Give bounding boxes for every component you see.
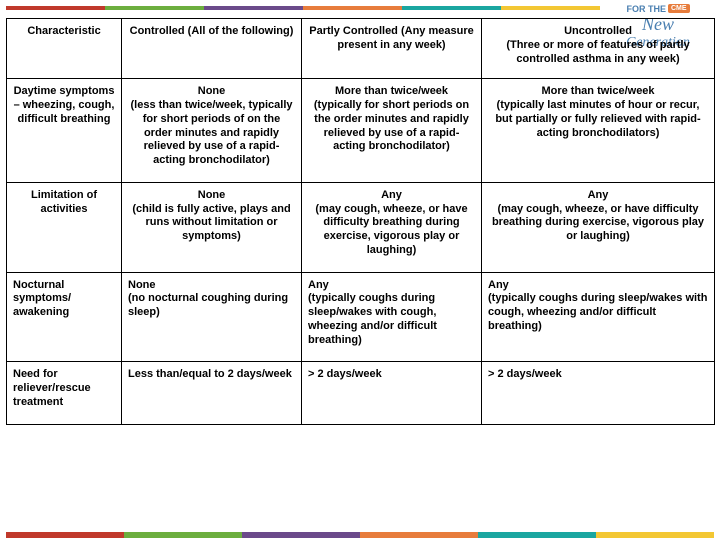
accent-seg bbox=[478, 532, 596, 538]
col-partly-controlled: Partly Controlled (Any measure present i… bbox=[302, 19, 482, 79]
cell: Less than/equal to 2 days/week bbox=[122, 362, 302, 424]
accent-seg bbox=[242, 532, 360, 538]
accent-seg bbox=[303, 6, 402, 10]
row-label: Need for reliever/rescue treatment bbox=[7, 362, 122, 424]
cell: > 2 days/week bbox=[482, 362, 715, 424]
table-row: Daytime symptoms – wheezing, cough, diff… bbox=[7, 79, 715, 183]
accent-seg bbox=[596, 532, 714, 538]
row-label: Limitation of activities bbox=[7, 182, 122, 272]
cell: None(child is fully active, plays and ru… bbox=[122, 182, 302, 272]
table-row: Need for reliever/rescue treatment Less … bbox=[7, 362, 715, 424]
accent-seg bbox=[402, 6, 501, 10]
col-controlled: Controlled (All of the following) bbox=[122, 19, 302, 79]
cell: > 2 days/week bbox=[302, 362, 482, 424]
asthma-control-table: Characteristic Controlled (All of the fo… bbox=[6, 18, 715, 425]
row-label: Nocturnal symptoms/awakening bbox=[7, 272, 122, 362]
table-row: Limitation of activities None(child is f… bbox=[7, 182, 715, 272]
accent-seg bbox=[124, 532, 242, 538]
cell: More than twice/week(typically last minu… bbox=[482, 79, 715, 183]
accent-seg bbox=[360, 532, 478, 538]
cell: Any(may cough, wheeze, or have difficult… bbox=[302, 182, 482, 272]
bottom-accent-bar bbox=[6, 532, 714, 538]
cell: None(no nocturnal coughing during sleep) bbox=[122, 272, 302, 362]
accent-seg bbox=[6, 6, 105, 10]
row-label: Daytime symptoms – wheezing, cough, diff… bbox=[7, 79, 122, 183]
cell: None(less than twice/week, typically for… bbox=[122, 79, 302, 183]
accent-seg bbox=[105, 6, 204, 10]
col-uncontrolled: Uncontrolled(Three or more of features o… bbox=[482, 19, 715, 79]
cell: More than twice/week(typically for short… bbox=[302, 79, 482, 183]
accent-seg bbox=[501, 6, 600, 10]
table-row: Nocturnal symptoms/awakening None(no noc… bbox=[7, 272, 715, 362]
logo-tagline: FOR THECME bbox=[608, 4, 708, 14]
accent-seg bbox=[204, 6, 303, 10]
cell: Any(typically coughs during sleep/wakes … bbox=[302, 272, 482, 362]
col-characteristic: Characteristic bbox=[7, 19, 122, 79]
top-accent-bar bbox=[6, 6, 600, 10]
accent-seg bbox=[6, 532, 124, 538]
logo-badge: CME bbox=[668, 4, 690, 13]
cell: Any(typically coughs during sleep/wakes … bbox=[482, 272, 715, 362]
cell: Any(may cough, wheeze, or have difficult… bbox=[482, 182, 715, 272]
table-header-row: Characteristic Controlled (All of the fo… bbox=[7, 19, 715, 79]
